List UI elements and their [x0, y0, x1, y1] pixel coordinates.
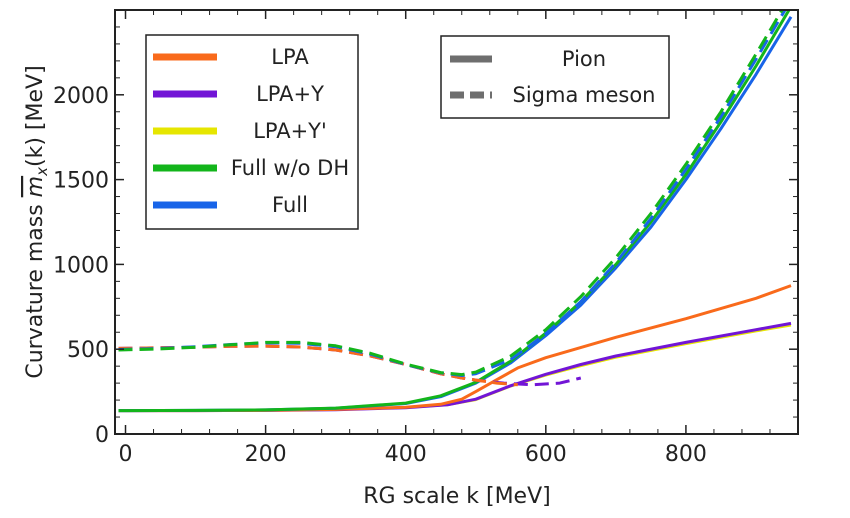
series-line-lpa-y-pion	[118, 324, 792, 412]
series-line-full-w-o-dh-sigma	[118, 10, 784, 377]
legend-color-label: Full	[272, 193, 308, 217]
series-layer	[118, 10, 793, 413]
y-tick-label: 500	[67, 338, 109, 363]
x-tick-label: 200	[245, 442, 287, 467]
y-axis-label-unit: (k) [MeV]	[23, 65, 48, 167]
legend-styles: Pion Sigma meson	[440, 35, 670, 119]
y-tick-label: 1000	[53, 253, 109, 278]
x-tick-label: 400	[385, 442, 427, 467]
y-tick-label: 2000	[53, 84, 109, 109]
legend-style-label: Pion	[562, 47, 606, 71]
legend-colors: LPA LPA+Y LPA+Y' Full w/o DH Full	[145, 34, 359, 230]
x-tick-label: 0	[119, 442, 133, 467]
plot-frame	[114, 9, 799, 435]
legend-color-entries: LPA LPA+Y LPA+Y' Full w/o DH Full	[153, 45, 349, 217]
legend-color-label: LPA+Y'	[253, 119, 327, 143]
legend-color-label: LPA+Y	[256, 82, 324, 106]
y-axis-label-main: Curvature mass	[23, 197, 48, 378]
y-axis-label-symbol: m	[23, 176, 48, 197]
x-tick-label: 600	[525, 442, 567, 467]
legend-color-label: LPA	[271, 45, 309, 69]
legend-style-entries: Pion Sigma meson	[450, 47, 655, 107]
legend-styles-frame	[440, 35, 670, 119]
legend-style-label: Sigma meson	[513, 83, 656, 107]
y-axis-label-sub: x	[33, 167, 51, 177]
y-tick-label: 0	[95, 423, 109, 448]
x-tick-label: 800	[665, 442, 707, 467]
series-line-lpa-sigma	[118, 344, 518, 387]
y-axis-label: Curvature mass mx(k) [MeV]	[23, 65, 51, 378]
y-tick-label: 1500	[53, 169, 109, 194]
svg-text:Curvature mass mx(k) [MeV]: Curvature mass mx(k) [MeV]	[23, 65, 51, 378]
series-line-lpa-y-pion	[118, 321, 792, 413]
x-axis-label: RG scale k [MeV]	[363, 484, 550, 509]
legend-color-label: Full w/o DH	[231, 156, 349, 180]
tick-layer: 0 200 400 600 800 0 500 1000 1500 2000	[53, 10, 798, 467]
